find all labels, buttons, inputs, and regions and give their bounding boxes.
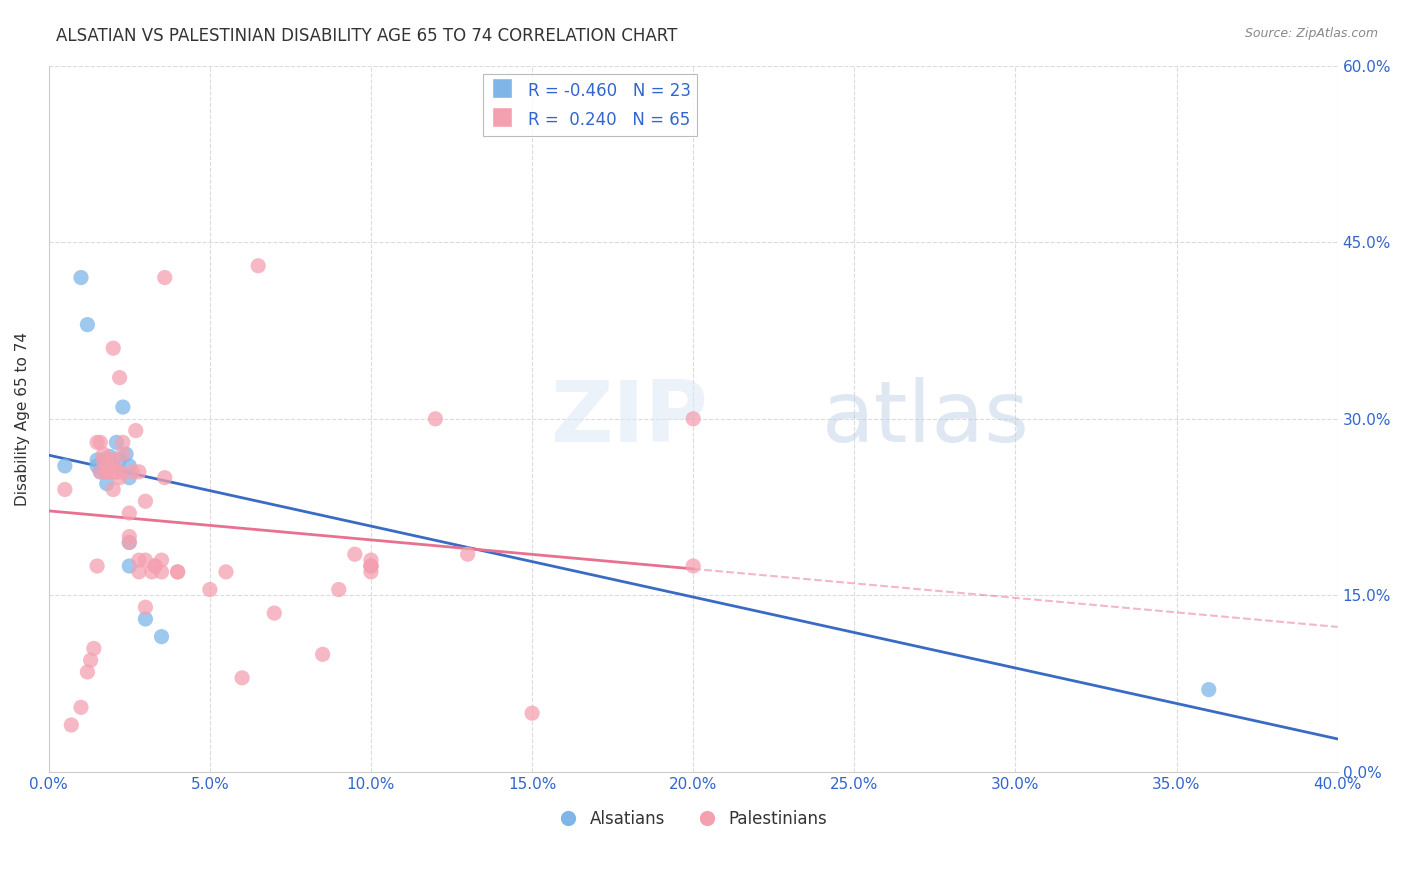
Y-axis label: Disability Age 65 to 74: Disability Age 65 to 74 [15,332,30,506]
Point [360,559,382,574]
Point [166,565,188,579]
Point [150,630,173,644]
Point [134,600,156,615]
Point [263,606,285,620]
Point [360,565,382,579]
Point [96,465,118,479]
Point [153,270,176,285]
Point [70,270,93,285]
Point [166,565,188,579]
Point [103,458,125,473]
Point [108,370,131,384]
Point [93,447,115,461]
Point [98,450,121,464]
Point [96,476,118,491]
Point [76,318,98,332]
Point [89,435,111,450]
Point [105,435,128,450]
Point [150,565,173,579]
Point [89,465,111,479]
Point [96,465,118,479]
Point [98,453,121,467]
Point [125,424,148,438]
Point [150,553,173,567]
Point [108,453,131,467]
Point [86,453,108,467]
Point [143,559,166,574]
Point [108,471,131,485]
Point [98,465,121,479]
Point [103,483,125,497]
Point [53,458,76,473]
Point [89,465,111,479]
Point [231,671,253,685]
Point [70,700,93,714]
Point [105,465,128,479]
Point [118,535,141,549]
Point [682,412,704,426]
Point [115,447,138,461]
Point [86,458,108,473]
Point [118,535,141,549]
Point [96,465,118,479]
Text: Source: ZipAtlas.com: Source: ZipAtlas.com [1244,27,1378,40]
Point [198,582,221,597]
Text: atlas: atlas [823,377,1031,460]
Point [215,565,238,579]
Point [86,559,108,574]
Point [457,547,479,561]
Point [682,559,704,574]
Point [343,547,366,561]
Point [121,465,143,479]
Point [425,412,447,426]
Text: ZIP: ZIP [550,377,707,460]
Point [111,400,134,414]
Point [128,565,150,579]
Point [134,494,156,508]
Point [1198,682,1220,697]
Point [118,530,141,544]
Point [118,458,141,473]
Point [143,559,166,574]
Point [53,483,76,497]
Point [79,653,101,667]
Point [134,612,156,626]
Text: ALSATIAN VS PALESTINIAN DISABILITY AGE 65 TO 74 CORRELATION CHART: ALSATIAN VS PALESTINIAN DISABILITY AGE 6… [56,27,678,45]
Point [111,435,134,450]
Point [105,465,128,479]
Point [83,641,105,656]
Point [111,447,134,461]
Point [118,559,141,574]
Point [103,453,125,467]
Point [153,471,176,485]
Point [118,471,141,485]
Point [118,506,141,520]
Point [76,665,98,679]
Point [360,559,382,574]
Point [103,465,125,479]
Point [520,706,543,721]
Point [328,582,350,597]
Point [93,453,115,467]
Point [103,341,125,355]
Point [360,559,382,574]
Point [128,465,150,479]
Point [60,718,83,732]
Point [86,435,108,450]
Legend: Alsatians, Palestinians: Alsatians, Palestinians [553,803,834,834]
Point [93,453,115,467]
Point [96,458,118,473]
Point [141,565,163,579]
Point [134,553,156,567]
Point [247,259,270,273]
Point [108,465,131,479]
Point [128,553,150,567]
Point [360,553,382,567]
Point [311,648,333,662]
